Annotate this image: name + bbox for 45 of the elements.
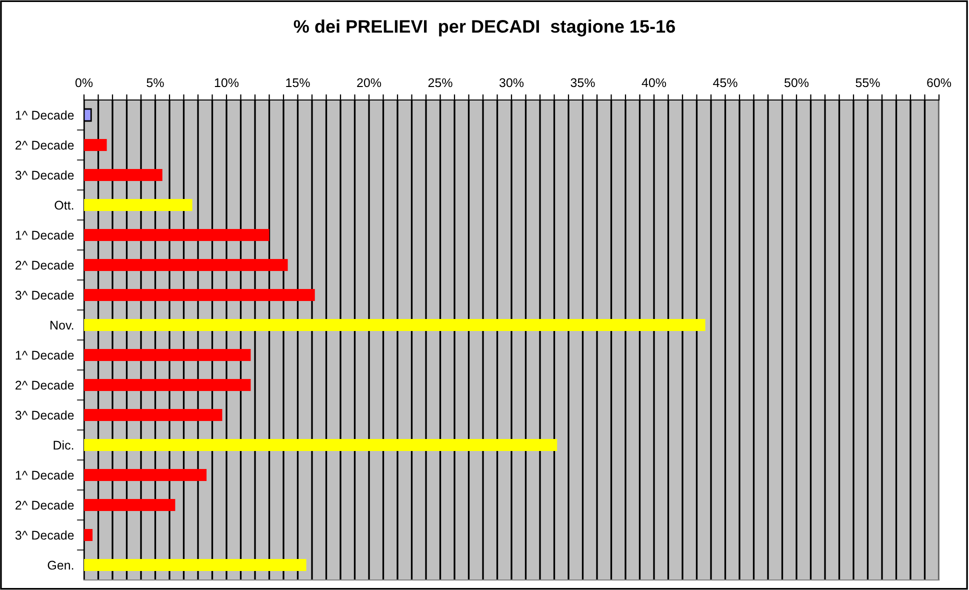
y-tick-label: 2^ Decade — [16, 260, 74, 270]
y-tick-label: Ott. — [54, 200, 74, 210]
y-tick-label: Gen. — [48, 560, 74, 570]
bar — [84, 349, 251, 361]
bar — [84, 169, 162, 181]
bar — [84, 379, 251, 391]
y-tick-label: 1^ Decade — [16, 350, 74, 360]
bar — [84, 139, 107, 151]
y-tick-label: 1^ Decade — [16, 230, 74, 240]
y-tick-label: 3^ Decade — [15, 530, 74, 540]
x-tick-label: 15% — [286, 78, 310, 88]
y-tick-label: 3^ Decade — [15, 290, 74, 300]
x-tick-label: 50% — [784, 78, 809, 88]
bar — [84, 559, 306, 571]
chart-title: % dei PRELIEVI per DECADI stagione 15-16 — [294, 20, 675, 36]
y-tick-label: 1^ Decade — [16, 470, 74, 480]
y-tick-label: Dic. — [54, 440, 74, 450]
bar — [84, 409, 222, 421]
bar — [84, 229, 270, 241]
y-tick-label: 2^ Decade — [16, 500, 74, 510]
y-tick-label: 3^ Decade — [15, 410, 74, 420]
x-tick-label: 60% — [927, 78, 952, 88]
bar — [84, 439, 558, 451]
bar — [84, 529, 93, 541]
x-tick-label: 40% — [642, 78, 666, 88]
bar — [84, 199, 192, 211]
x-tick-label: 0% — [75, 78, 93, 88]
x-tick-label: 45% — [713, 78, 738, 88]
y-tick-label: 2^ Decade — [16, 140, 74, 150]
x-tick-label: 20% — [357, 78, 382, 88]
bar — [84, 469, 207, 481]
bar — [84, 319, 706, 331]
bar — [84, 289, 315, 301]
x-tick-label: 55% — [856, 78, 880, 88]
y-tick-label: 2^ Decade — [16, 380, 74, 390]
x-tick-label: 10% — [214, 78, 239, 88]
bar — [84, 259, 288, 271]
y-tick-label: 1^ Decade — [16, 110, 74, 120]
y-tick-label: Nov. — [50, 320, 74, 330]
x-tick-label: 30% — [499, 78, 524, 88]
bar — [84, 499, 176, 511]
x-tick-label: 35% — [570, 78, 595, 88]
y-tick-label: 3^ Decade — [15, 170, 74, 180]
x-tick-label: 25% — [428, 78, 452, 88]
x-tick-label: 5% — [146, 78, 164, 88]
